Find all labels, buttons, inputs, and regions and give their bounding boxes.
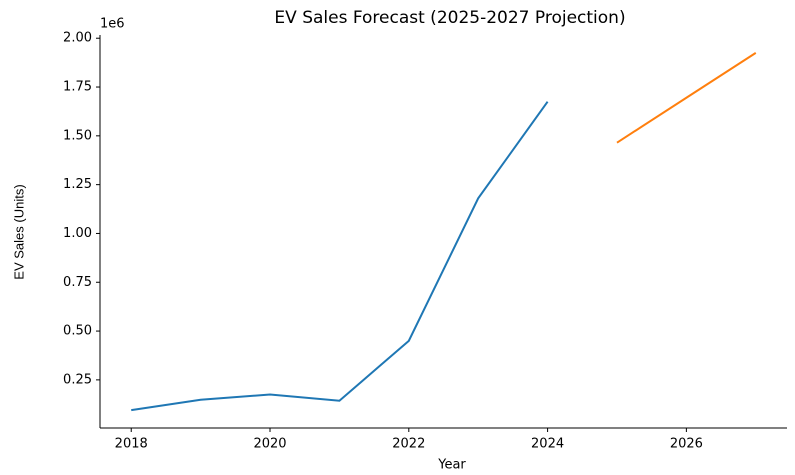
chart-title: EV Sales Forecast (2025-2027 Projection) [274, 8, 625, 28]
y-tick-label: 1.50 [63, 128, 92, 143]
y-tick-label: 0.50 [63, 324, 92, 339]
y-tick-label: 0.25 [63, 372, 92, 387]
y-offset-label: 1e6 [100, 17, 125, 32]
y-tick-label: 1.75 [63, 80, 92, 95]
x-tick-label: 2020 [253, 437, 286, 452]
x-tick-label: 2026 [670, 437, 703, 452]
y-tick-label: 0.75 [63, 275, 92, 290]
line-series [131, 101, 549, 412]
y-tick-label: 2.00 [63, 31, 92, 46]
y-axis-label: EV Sales (Units) [11, 184, 26, 279]
x-tick-label: 2022 [392, 437, 425, 452]
x-tick-label: 2024 [531, 437, 564, 452]
line-series [616, 52, 757, 144]
y-tick-label: 1.25 [63, 177, 92, 192]
y-tick-label: 1.00 [63, 226, 92, 241]
x-tick-label: 2018 [115, 437, 148, 452]
x-axis-label: Year [437, 458, 466, 473]
